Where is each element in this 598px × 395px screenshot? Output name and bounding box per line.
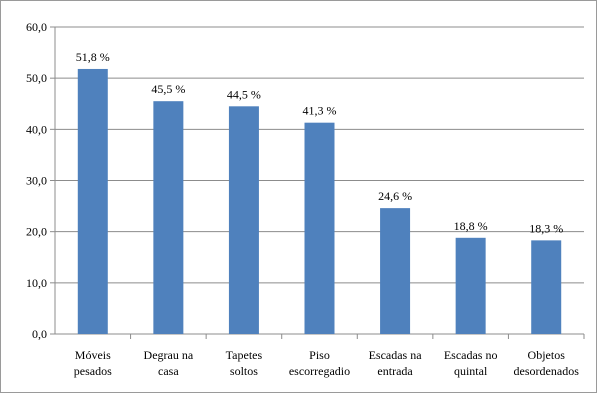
y-tick-label: 20,0 — [26, 225, 47, 239]
x-tick-label: casa — [158, 364, 179, 378]
data-label: 41,3 % — [303, 104, 337, 118]
x-tick-label: pesados — [74, 364, 112, 378]
x-tick-label: Móveis — [75, 348, 111, 362]
x-tick-label: soltos — [230, 364, 258, 378]
y-tick-label: 0,0 — [32, 327, 47, 341]
y-tick-label: 10,0 — [26, 276, 47, 290]
y-tick-label: 40,0 — [26, 122, 47, 136]
bar — [153, 101, 184, 334]
y-tick-label: 30,0 — [26, 174, 47, 188]
x-tick-label: Piso — [309, 348, 330, 362]
bar — [77, 68, 108, 334]
data-label: 24,6 % — [378, 189, 412, 203]
x-tick-label: entrada — [377, 364, 413, 378]
data-label: 18,8 % — [454, 219, 488, 233]
bar — [304, 122, 335, 334]
data-label: 18,3 % — [529, 221, 563, 235]
x-tick-label: Escadas na — [369, 348, 423, 362]
bar — [380, 208, 411, 334]
bar — [455, 237, 486, 334]
x-tick-label: Objetos — [528, 348, 566, 362]
data-label: 51,8 % — [76, 50, 110, 64]
x-tick-label: quintal — [454, 364, 488, 378]
y-tick-label: 50,0 — [26, 71, 47, 85]
data-label: 45,5 % — [151, 82, 185, 96]
x-tick-label: Degrau na — [144, 348, 194, 362]
x-tick-label: Tapetes — [226, 348, 263, 362]
data-label: 44,5 % — [227, 87, 261, 101]
x-tick-label: Escadas no — [444, 348, 498, 362]
y-tick-label: 60,0 — [26, 20, 47, 34]
x-tick-label: escorregadio — [289, 364, 350, 378]
x-tick-label: desordenados — [514, 364, 580, 378]
bar — [531, 240, 562, 334]
bar — [228, 106, 259, 334]
